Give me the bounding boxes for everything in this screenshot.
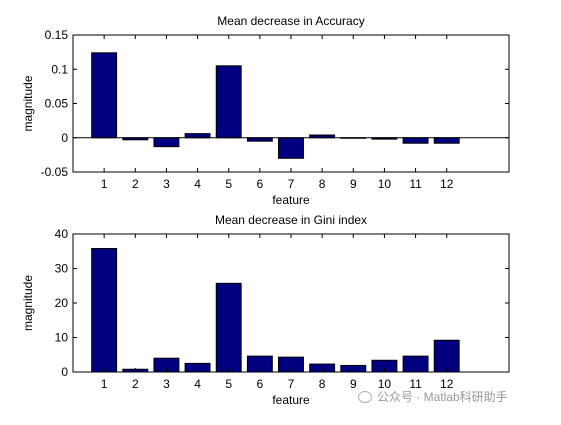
chart2-bar-5 [215,282,242,373]
chart1-bar-1 [91,52,118,139]
chart1-bar-11 [402,137,429,144]
chart2-title: Mean decrease in Gini index [215,213,367,227]
chart2-xtick-label-7: 7 [288,377,295,391]
chart1-xtick-label-2: 2 [132,177,139,191]
chart1-xtick-label-10: 10 [378,177,392,191]
chart2-xtick-label-8: 8 [319,377,326,391]
chart2-ytick-label-1: 10 [55,331,69,345]
chart2-bar-12 [433,339,460,373]
chart1-bar-5 [215,65,242,139]
chart2-ytick-label-0: 0 [61,365,68,379]
chart2-ytick-label-4: 40 [55,227,69,241]
chart2-ylabel: magnitude [21,275,35,331]
chart1-xtick-label-9: 9 [350,177,357,191]
chart1-xtick-label-3: 3 [163,177,170,191]
watermark: 公众号 · Matlab科研助手 [358,388,508,405]
chart1-ylabel: magnitude [21,75,35,131]
chart1-xtick-label-8: 8 [319,177,326,191]
chart2-ytick-label-2: 20 [55,296,69,310]
chart1-ytick-label-0: -0.05 [41,165,69,179]
chart1-ytick-label-3: 0.1 [51,62,68,76]
chart2-xtick-label-9: 9 [350,377,357,391]
chart1-xtick-label-11: 11 [409,177,422,191]
chart1-ytick-label-1: 0 [61,131,68,145]
chart1-xtick-label-5: 5 [225,177,232,191]
chart1-xlabel: feature [272,193,310,207]
chart1-title: Mean decrease in Accuracy [217,14,364,28]
chart2-xtick-label-5: 5 [225,377,232,391]
chart1-xtick-label-4: 4 [194,177,201,191]
chart1-xtick-label-12: 12 [440,177,454,191]
chart2-xtick-label-10: 10 [378,377,392,391]
chart1-bar-3 [153,137,180,148]
chart2-bar-1 [91,247,118,373]
chart1-xtick-label-6: 6 [257,177,264,191]
chart2-xtick-label-11: 11 [409,377,422,391]
chart1-xtick-label-7: 7 [288,177,295,191]
chart1-ytick-label-4: 0.15 [45,28,69,42]
chart2-xtick-label-12: 12 [440,377,454,391]
chart2-xtick-label-1: 1 [101,377,108,391]
chart1-ytick-label-2: 0.05 [45,97,69,111]
chart2-ytick-label-3: 30 [55,262,69,276]
chart2-xtick-label-4: 4 [194,377,201,391]
wechat-icon [358,390,372,403]
chart1-bar-12 [433,137,460,144]
chart2-xlabel: feature [272,393,310,407]
chart2-xtick-label-3: 3 [163,377,170,391]
chart1-xtick-label-1: 1 [101,177,108,191]
chart2-xtick-label-6: 6 [257,377,264,391]
chart1-bar-6 [246,137,273,142]
chart1-bar-7 [278,137,304,159]
chart1-bar-4 [184,133,211,139]
watermark-text: 公众号 · Matlab科研助手 [377,390,508,404]
chart2-xtick-label-2: 2 [132,377,139,391]
